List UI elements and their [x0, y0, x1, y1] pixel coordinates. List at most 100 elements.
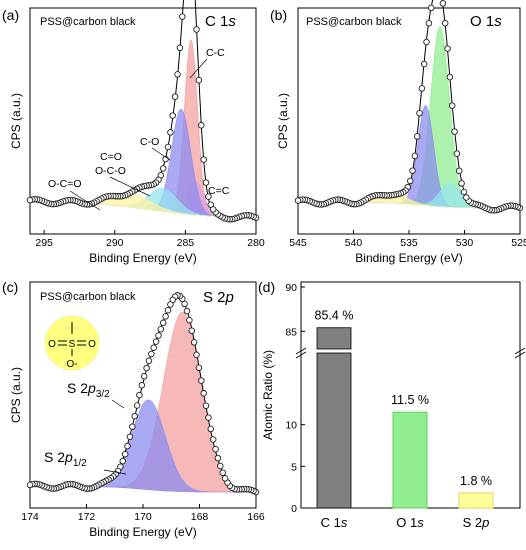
data-point [460, 188, 468, 196]
data-point [439, 0, 447, 7]
data-point [294, 197, 302, 204]
x-tick-label: 530 [456, 237, 474, 249]
panel-a-label: (a) [2, 7, 19, 23]
panel-a-spectrum-title: C 1s [205, 13, 236, 30]
panel-d: (d) 85.4 % 11.5 % 1.8 % 0 5 10 85 90 C 1s O 1s S… [258, 279, 526, 530]
x-tick-label: 285 [177, 237, 195, 249]
data-point [202, 402, 210, 409]
data-point [193, 351, 200, 359]
annotation-c-o-pointer [151, 147, 171, 161]
data-point [171, 93, 179, 100]
bar-s-2p-value-label: 1.8 % [460, 474, 492, 488]
data-point [150, 344, 157, 351]
data-point [420, 60, 428, 68]
panel-c-x-label: Binding Energy (eV) [89, 525, 196, 539]
x-category-label: S 2p [463, 515, 490, 530]
data-point [159, 319, 167, 327]
inset-atom-o-left: O [48, 339, 56, 350]
data-point [148, 350, 155, 358]
data-point [190, 339, 198, 346]
data-point [181, 300, 188, 308]
bar-o-1s [392, 411, 428, 509]
data-point [176, 44, 184, 52]
panel-d-y-ticks: 0 5 10 85 90 [285, 282, 526, 515]
data-point [119, 457, 127, 465]
data-point [198, 377, 205, 384]
x-tick-label: 290 [106, 237, 124, 249]
data-point [451, 128, 458, 135]
data-point [217, 462, 224, 470]
data-point [193, 26, 200, 33]
panel-b-x-ticks: 545 540 535 530 525 [289, 230, 526, 249]
data-point [188, 327, 196, 334]
annotation-o-c-eq-o-pointer [69, 190, 101, 211]
inset-atom-o-minus: O- [66, 359, 77, 370]
x-tick-label: 168 [191, 511, 209, 523]
panel-b: (b) PSS@carbon black O 1s 545 540 535 530 52… [270, 0, 526, 265]
data-point [174, 71, 181, 78]
data-point [155, 332, 162, 339]
panel-c-spectrum-title: S 2p [203, 289, 234, 306]
panel-b-label: (b) [270, 7, 287, 23]
x-tick-label: 545 [289, 237, 307, 249]
panel-b-y-label: CPS (a.u.) [276, 93, 290, 149]
y-tick-label: 0 [291, 503, 297, 515]
peak-s-2p1-2 [30, 399, 256, 493]
annotation-c-eq-c: C=C [208, 185, 230, 197]
data-point [121, 450, 129, 458]
panel-b-data-points [294, 0, 524, 214]
data-point [183, 307, 191, 315]
data-point [444, 45, 451, 52]
panel-b-x-label: Binding Energy (eV) [355, 251, 462, 265]
panel-a-data-points [26, 13, 260, 223]
bar-c-1s-upper [316, 327, 352, 350]
x-tick-label: 174 [21, 511, 39, 523]
data-point [205, 414, 212, 421]
data-point [207, 425, 215, 433]
panel-d-label: (d) [258, 279, 275, 295]
data-point [138, 382, 146, 389]
annotation-s2p32: S 2p3/2 [67, 380, 110, 400]
data-point [129, 423, 136, 430]
x-tick-label: 525 [511, 237, 526, 249]
data-point [418, 85, 426, 92]
panel-d-y-label: Atomic Ratio (%) [261, 350, 275, 440]
data-point [411, 152, 419, 160]
data-point [131, 412, 138, 420]
panel-c-label: (c) [2, 279, 18, 295]
bar-c-1s-lower [316, 352, 352, 509]
x-category-label: O 1s [396, 515, 424, 530]
data-point [219, 469, 226, 476]
data-point [26, 481, 34, 489]
panel-d-bars: 85.4 % 11.5 % 1.8 % [315, 309, 494, 509]
panel-a-y-label: CPS (a.u.) [9, 93, 23, 149]
annotation-o-c-o-pointer [109, 176, 151, 197]
data-point [124, 442, 131, 450]
bar-c-1s-value-label: 85.4 % [315, 309, 354, 323]
data-point [209, 436, 217, 443]
y-tick-label: 85 [285, 326, 297, 338]
bar-o-1s-value-label: 11.5 % [391, 393, 429, 407]
data-point [413, 133, 421, 140]
data-point [455, 167, 463, 175]
data-point [416, 109, 423, 117]
panel-c-x-ticks: 174 172 170 168 166 [21, 504, 265, 523]
panel-b-spectrum-title: O 1s [470, 13, 502, 30]
annotation-c-c-pointer [189, 58, 208, 79]
data-point [162, 313, 169, 320]
inset-atom-o-right: O [88, 339, 96, 350]
annotation-o-c-eq-o: O-C=O [48, 178, 82, 190]
data-point [441, 19, 449, 27]
data-point [427, 4, 435, 12]
panel-c-y-label: CPS (a.u.) [9, 367, 23, 423]
data-point [126, 433, 134, 441]
x-tick-label: 170 [134, 511, 152, 523]
data-point [136, 391, 143, 399]
data-point [167, 129, 174, 136]
peak-o-c-o [30, 193, 257, 218]
x-tick-label: 280 [247, 237, 265, 249]
data-point [195, 76, 203, 84]
x-tick-label: 295 [35, 237, 53, 249]
data-point [409, 167, 416, 174]
